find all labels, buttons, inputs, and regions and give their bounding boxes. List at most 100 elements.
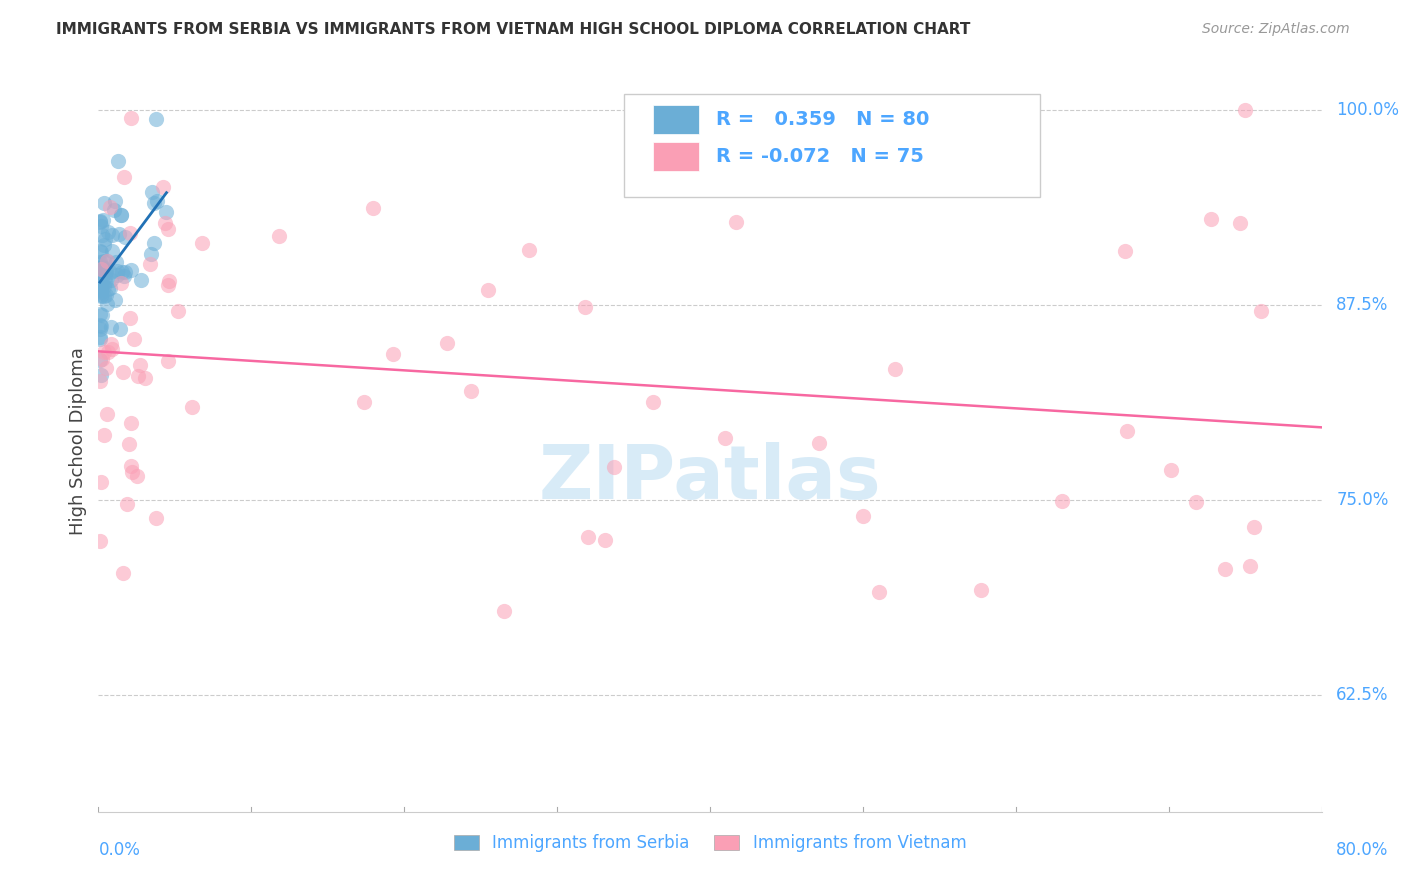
Point (90, 282, 112, 296)
Point (593, 533, 616, 547)
Point (115, 497, 138, 511)
Point (1160, 463, 1182, 477)
Point (91, 268, 114, 282)
Point (94, 288, 117, 302)
Point (89, 332, 111, 346)
Point (89, 374, 111, 388)
Point (576, 530, 599, 544)
Point (89, 263, 111, 277)
Point (90, 244, 112, 259)
Point (112, 365, 135, 379)
Bar (652, 142, 699, 171)
Point (93, 279, 115, 293)
Text: 80.0%: 80.0% (1336, 841, 1389, 859)
Point (96, 253, 118, 268)
Point (868, 584, 890, 599)
Point (114, 230, 136, 244)
Point (884, 362, 907, 376)
Point (89, 277, 111, 291)
Text: R = -0.072   N = 75: R = -0.072 N = 75 (716, 147, 924, 166)
Point (90, 219, 112, 234)
Point (134, 371, 156, 385)
Point (120, 263, 142, 277)
Point (118, 226, 141, 240)
Point (139, 246, 162, 260)
Point (98, 264, 121, 278)
Point (108, 322, 131, 336)
Point (90, 351, 112, 366)
Point (602, 459, 624, 474)
Point (90, 259, 112, 273)
Point (100, 337, 122, 351)
Point (492, 604, 515, 618)
Point (100, 273, 122, 287)
Point (157, 274, 180, 288)
Text: 75.0%: 75.0% (1336, 491, 1389, 509)
Point (89, 275, 111, 289)
Point (1116, 424, 1139, 438)
Point (124, 332, 146, 346)
Point (114, 265, 136, 279)
Point (89, 307, 111, 321)
Point (101, 227, 124, 242)
Point (574, 300, 596, 314)
Point (107, 227, 129, 241)
Point (1050, 494, 1073, 508)
Point (157, 353, 180, 368)
Point (96, 407, 118, 421)
Point (807, 436, 830, 450)
Point (127, 368, 149, 383)
Point (89, 330, 111, 344)
Point (156, 277, 179, 292)
Point (111, 264, 134, 278)
Point (93, 344, 115, 359)
Point (112, 169, 135, 184)
Point (1239, 559, 1261, 574)
Text: R =   0.359   N = 80: R = 0.359 N = 80 (716, 110, 929, 129)
Point (104, 293, 127, 308)
Point (361, 201, 384, 215)
Point (131, 272, 153, 286)
Point (100, 320, 122, 334)
Point (155, 205, 177, 219)
Text: 87.5%: 87.5% (1336, 296, 1389, 314)
Point (89, 268, 111, 283)
Point (101, 244, 124, 259)
Point (89, 261, 111, 276)
Point (153, 216, 176, 230)
Point (90, 262, 112, 277)
Point (111, 566, 134, 580)
Text: ZIPatlas: ZIPatlas (538, 442, 882, 515)
Point (89, 277, 111, 291)
Point (517, 244, 540, 258)
Point (91, 227, 114, 242)
Point (381, 347, 404, 361)
Point (89, 214, 111, 228)
Point (89, 283, 111, 297)
Point (90, 318, 112, 333)
Point (477, 283, 499, 297)
Point (143, 196, 166, 211)
Point (118, 437, 141, 451)
Point (90, 368, 112, 383)
Point (112, 269, 135, 284)
Point (105, 264, 128, 278)
Point (94, 275, 117, 289)
Point (105, 268, 128, 283)
Point (103, 203, 125, 218)
Point (353, 395, 375, 409)
Point (120, 459, 142, 474)
Point (93, 195, 115, 210)
Point (724, 215, 747, 229)
Point (145, 511, 167, 525)
Point (145, 112, 167, 127)
Point (94, 264, 117, 278)
Point (120, 111, 142, 125)
Point (89, 244, 111, 258)
Point (91, 213, 114, 227)
Point (110, 276, 132, 290)
FancyBboxPatch shape (624, 94, 1040, 197)
Point (107, 154, 129, 169)
Point (460, 384, 482, 398)
Point (641, 395, 664, 409)
